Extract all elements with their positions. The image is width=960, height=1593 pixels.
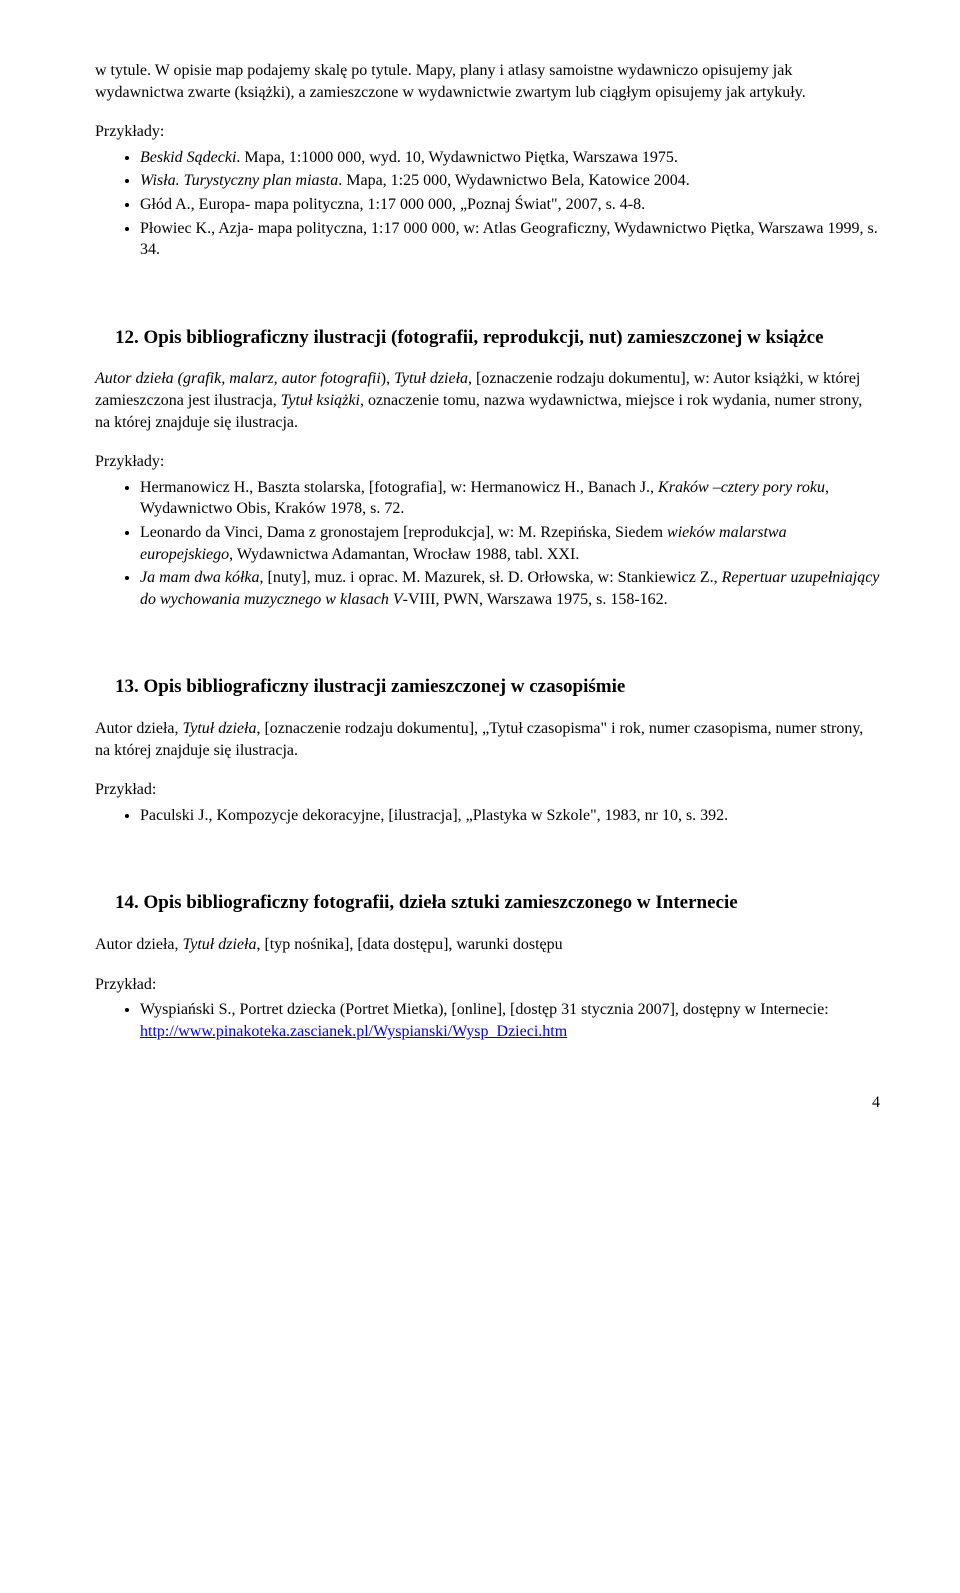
intro-paragraph: w tytule. W opisie map podajemy skalę po… [95, 60, 880, 103]
example-label-single-2: Przykład: [95, 974, 880, 996]
page-number: 4 [95, 1092, 880, 1114]
list-item: Głód A., Europa- mapa polityczna, 1:17 0… [140, 194, 880, 216]
sec14-item-text: Wyspiański S., Portret dziecka (Portret … [140, 1001, 829, 1018]
list-item: Hermanowicz H., Baszta stolarska, [fotog… [140, 477, 880, 520]
examples-label-2: Przykłady: [95, 451, 880, 473]
sec14-description: Autor dzieła, Tytuł dzieła, [typ nośnika… [95, 934, 880, 956]
sec13-description: Autor dzieła, Tytuł dzieła, [oznaczenie … [95, 718, 880, 761]
list-item: Leonardo da Vinci, Dama z gronostajem [r… [140, 522, 880, 565]
list-item: Wyspiański S., Portret dziecka (Portret … [140, 999, 880, 1042]
sec14-heading: 14. Opis bibliograficzny fotografii, dzi… [95, 890, 880, 916]
list-item: Beskid Sądecki. Mapa, 1:1000 000, wyd. 1… [140, 147, 880, 169]
examples-label: Przykłady: [95, 121, 880, 143]
sec13-heading: 13. Opis bibliograficzny ilustracji zami… [95, 674, 880, 700]
sec12-heading: 12. Opis bibliograficzny ilustracji (fot… [95, 325, 880, 351]
sec12-list: Hermanowicz H., Baszta stolarska, [fotog… [95, 477, 880, 611]
list-item: Wisła. Turystyczny plan miasta. Mapa, 1:… [140, 170, 880, 192]
sec13-list: Paculski J., Kompozycje dekoracyjne, [il… [95, 805, 880, 827]
list-item: Paculski J., Kompozycje dekoracyjne, [il… [140, 805, 880, 827]
sec14-list: Wyspiański S., Portret dziecka (Portret … [95, 999, 880, 1042]
example-label-single: Przykład: [95, 779, 880, 801]
list-item: Płowiec K., Azja- mapa polityczna, 1:17 … [140, 218, 880, 261]
sec12-description: Autor dzieła (grafik, malarz, autor foto… [95, 368, 880, 433]
sec11-list: Beskid Sądecki. Mapa, 1:1000 000, wyd. 1… [95, 147, 880, 261]
sec14-link[interactable]: http://www.pinakoteka.zascianek.pl/Wyspi… [140, 1023, 567, 1040]
list-item: Ja mam dwa kółka, [nuty], muz. i oprac. … [140, 567, 880, 610]
